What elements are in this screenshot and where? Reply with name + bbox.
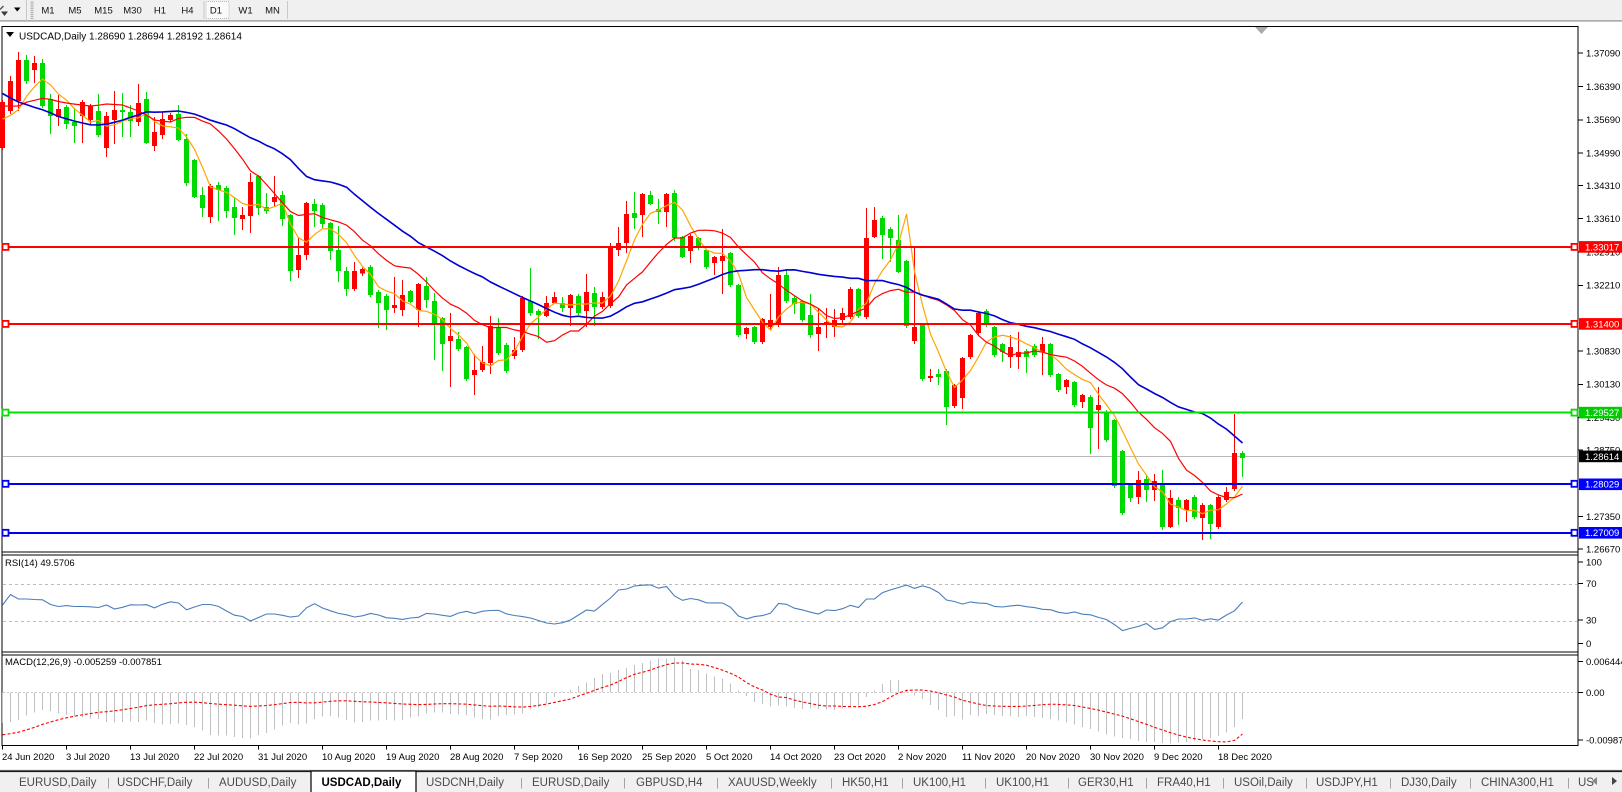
svg-text:RSI(14) 49.5706: RSI(14) 49.5706 (5, 558, 75, 569)
svg-text:HK50,H1: HK50,H1 (842, 777, 889, 789)
svg-text:0.006444: 0.006444 (1586, 657, 1622, 668)
svg-text:1.31400: 1.31400 (1585, 319, 1619, 330)
svg-text:|: | (1305, 777, 1308, 789)
svg-text:22 Jul 2020: 22 Jul 2020 (194, 752, 243, 763)
svg-text:31 Jul 2020: 31 Jul 2020 (258, 752, 307, 763)
svg-text:13 Jul 2020: 13 Jul 2020 (130, 752, 179, 763)
svg-text:USDCHF,Daily: USDCHF,Daily (117, 777, 193, 789)
svg-text:EURUSD,Daily: EURUSD,Daily (19, 777, 97, 789)
svg-text:1.36390: 1.36390 (1586, 82, 1620, 93)
svg-text:GBPUSD,H4: GBPUSD,H4 (636, 777, 703, 789)
svg-text:1.30830: 1.30830 (1586, 346, 1620, 357)
svg-text:18 Dec 2020: 18 Dec 2020 (1218, 752, 1272, 763)
svg-text:30 Nov 2020: 30 Nov 2020 (1090, 752, 1144, 763)
svg-text:1.29527: 1.29527 (1585, 408, 1619, 419)
svg-text:1.27350: 1.27350 (1586, 512, 1620, 523)
svg-text:1.32910: 1.32910 (1586, 247, 1620, 258)
svg-text:M15: M15 (94, 6, 112, 17)
svg-text:1.35690: 1.35690 (1586, 115, 1620, 126)
svg-text:1.37090: 1.37090 (1586, 49, 1620, 60)
svg-text:0.00: 0.00 (1586, 688, 1605, 699)
svg-text:1.27009: 1.27009 (1585, 528, 1619, 539)
svg-text:US: US (1578, 777, 1594, 789)
svg-text:GER30,H1: GER30,H1 (1078, 777, 1134, 789)
svg-text:14 Oct 2020: 14 Oct 2020 (770, 752, 822, 763)
svg-text:100: 100 (1586, 557, 1602, 568)
svg-text:3 Jul 2020: 3 Jul 2020 (66, 752, 110, 763)
svg-text:USDCNH,Daily: USDCNH,Daily (426, 777, 504, 789)
svg-text:|: | (107, 777, 110, 789)
svg-text:|: | (1469, 777, 1472, 789)
svg-text:UK100,H1: UK100,H1 (996, 777, 1049, 789)
svg-text:|: | (901, 777, 904, 789)
svg-text:|: | (1222, 777, 1225, 789)
svg-text:W1: W1 (238, 6, 252, 17)
svg-text:CHINA300,H1: CHINA300,H1 (1481, 777, 1554, 789)
svg-text:EURUSD,Daily: EURUSD,Daily (532, 777, 610, 789)
svg-text:1.28029: 1.28029 (1585, 480, 1619, 491)
svg-text:|: | (1145, 777, 1148, 789)
svg-text:1.30130: 1.30130 (1586, 380, 1620, 391)
svg-text:1.32210: 1.32210 (1586, 281, 1620, 292)
svg-text:28 Aug 2020: 28 Aug 2020 (450, 752, 503, 763)
svg-text:M30: M30 (123, 6, 141, 17)
svg-text:|: | (520, 777, 523, 789)
svg-text:2 Nov 2020: 2 Nov 2020 (898, 752, 947, 763)
svg-text:16 Sep 2020: 16 Sep 2020 (578, 752, 632, 763)
svg-text:25 Sep 2020: 25 Sep 2020 (642, 752, 696, 763)
svg-text:7 Sep 2020: 7 Sep 2020 (514, 752, 563, 763)
svg-text:FRA40,H1: FRA40,H1 (1157, 777, 1211, 789)
svg-text:MACD(12,26,9) -0.005259 -0.007: MACD(12,26,9) -0.005259 -0.007851 (5, 657, 162, 668)
svg-text:|: | (623, 777, 626, 789)
svg-text:1.33017: 1.33017 (1585, 242, 1619, 253)
svg-text:10 Aug 2020: 10 Aug 2020 (322, 752, 375, 763)
svg-text:|: | (1567, 777, 1570, 789)
svg-text:11 Nov 2020: 11 Nov 2020 (962, 752, 1015, 763)
svg-text:USDCAD,Daily 1.28690 1.28694: USDCAD,Daily 1.28690 1.28694 1.28192 1.2… (19, 32, 242, 43)
svg-text:24 Jun 2020: 24 Jun 2020 (2, 752, 54, 763)
svg-text:MN: MN (265, 6, 280, 17)
svg-text:1.29430: 1.29430 (1586, 413, 1620, 424)
svg-text:5 Oct 2020: 5 Oct 2020 (706, 752, 752, 763)
svg-text:19 Aug 2020: 19 Aug 2020 (386, 752, 439, 763)
svg-text:DJ30,Daily: DJ30,Daily (1401, 777, 1457, 789)
svg-text:H1: H1 (154, 6, 166, 17)
svg-text:30: 30 (1586, 615, 1597, 626)
svg-text:1.26670: 1.26670 (1586, 544, 1620, 555)
svg-text:XAUUSD,Weekly: XAUUSD,Weekly (728, 777, 817, 789)
svg-text:AUDUSD,Daily: AUDUSD,Daily (219, 777, 297, 789)
svg-text:H4: H4 (181, 6, 193, 17)
svg-text:M5: M5 (68, 6, 81, 17)
svg-text:UK100,H1: UK100,H1 (913, 777, 966, 789)
svg-text:USDCAD,Daily: USDCAD,Daily (322, 777, 402, 789)
svg-text:|: | (1389, 777, 1392, 789)
svg-text:1.34310: 1.34310 (1586, 181, 1620, 192)
svg-text:-0.009871: -0.009871 (1586, 735, 1622, 746)
svg-text:|: | (716, 777, 719, 789)
svg-text:9 Dec 2020: 9 Dec 2020 (1154, 752, 1203, 763)
svg-text:USOil,Daily: USOil,Daily (1234, 777, 1293, 789)
svg-text:1.34990: 1.34990 (1586, 148, 1620, 159)
svg-text:|: | (1067, 777, 1070, 789)
svg-text:D1: D1 (210, 6, 222, 17)
svg-text:1.28614: 1.28614 (1585, 452, 1619, 463)
svg-text:70: 70 (1586, 579, 1597, 590)
svg-text:|: | (984, 777, 987, 789)
svg-text:|: | (830, 777, 833, 789)
svg-text:|: | (207, 777, 210, 789)
svg-text:23 Oct 2020: 23 Oct 2020 (834, 752, 886, 763)
svg-text:20 Nov 2020: 20 Nov 2020 (1026, 752, 1080, 763)
svg-text:0: 0 (1586, 639, 1591, 650)
svg-text:1.33610: 1.33610 (1586, 214, 1620, 225)
svg-text:M1: M1 (41, 6, 54, 17)
svg-text:USDJPY,H1: USDJPY,H1 (1316, 777, 1378, 789)
